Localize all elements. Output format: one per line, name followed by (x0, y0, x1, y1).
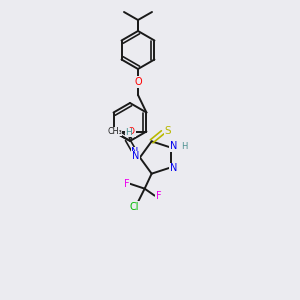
Text: N: N (131, 148, 139, 158)
Text: N: N (170, 142, 177, 152)
Text: N: N (170, 164, 177, 173)
Text: O: O (128, 127, 135, 136)
Text: S: S (164, 126, 171, 136)
Text: F: F (124, 179, 130, 189)
Text: F: F (156, 191, 161, 201)
Text: O: O (134, 77, 142, 87)
Text: H: H (181, 142, 187, 151)
Text: CH₃: CH₃ (107, 127, 122, 136)
Text: H: H (125, 128, 132, 137)
Text: N: N (132, 152, 140, 161)
Text: Cl: Cl (130, 202, 140, 212)
